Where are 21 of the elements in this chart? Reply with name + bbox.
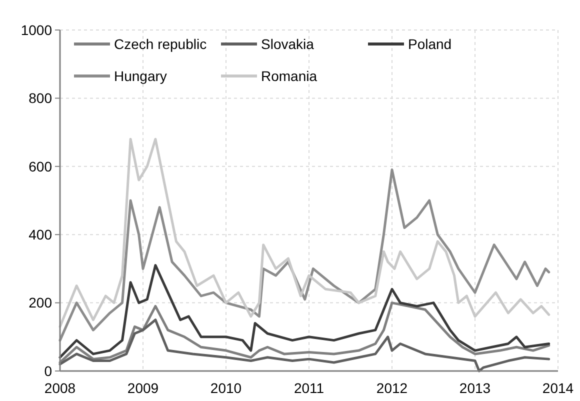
- legend-label: Czech republic: [114, 36, 207, 52]
- y-tick-label: 600: [28, 158, 52, 174]
- line-series: [58, 138, 550, 328]
- x-tick-label: 2013: [459, 380, 491, 396]
- legend-label: Slovakia: [261, 36, 314, 52]
- x-tick-label: 2008: [44, 380, 76, 396]
- line-series: [58, 264, 550, 359]
- x-tick-label: 2010: [210, 380, 242, 396]
- legend-label: Romania: [261, 68, 318, 84]
- y-tick-label: 1000: [20, 22, 52, 38]
- y-tick-label: 800: [28, 90, 52, 106]
- x-tick-label: 2014: [542, 380, 574, 396]
- legend-label: Hungary: [114, 68, 167, 84]
- y-tick-label: 0: [44, 362, 52, 379]
- line-series: [58, 318, 550, 372]
- x-tick-label: 2012: [376, 380, 408, 396]
- x-tick-label: 2009: [127, 380, 159, 396]
- y-tick-label: 200: [28, 294, 52, 311]
- legend-label: Poland: [408, 36, 452, 52]
- y-tick-label: 400: [28, 226, 52, 242]
- x-tick-label: 2011: [294, 380, 324, 396]
